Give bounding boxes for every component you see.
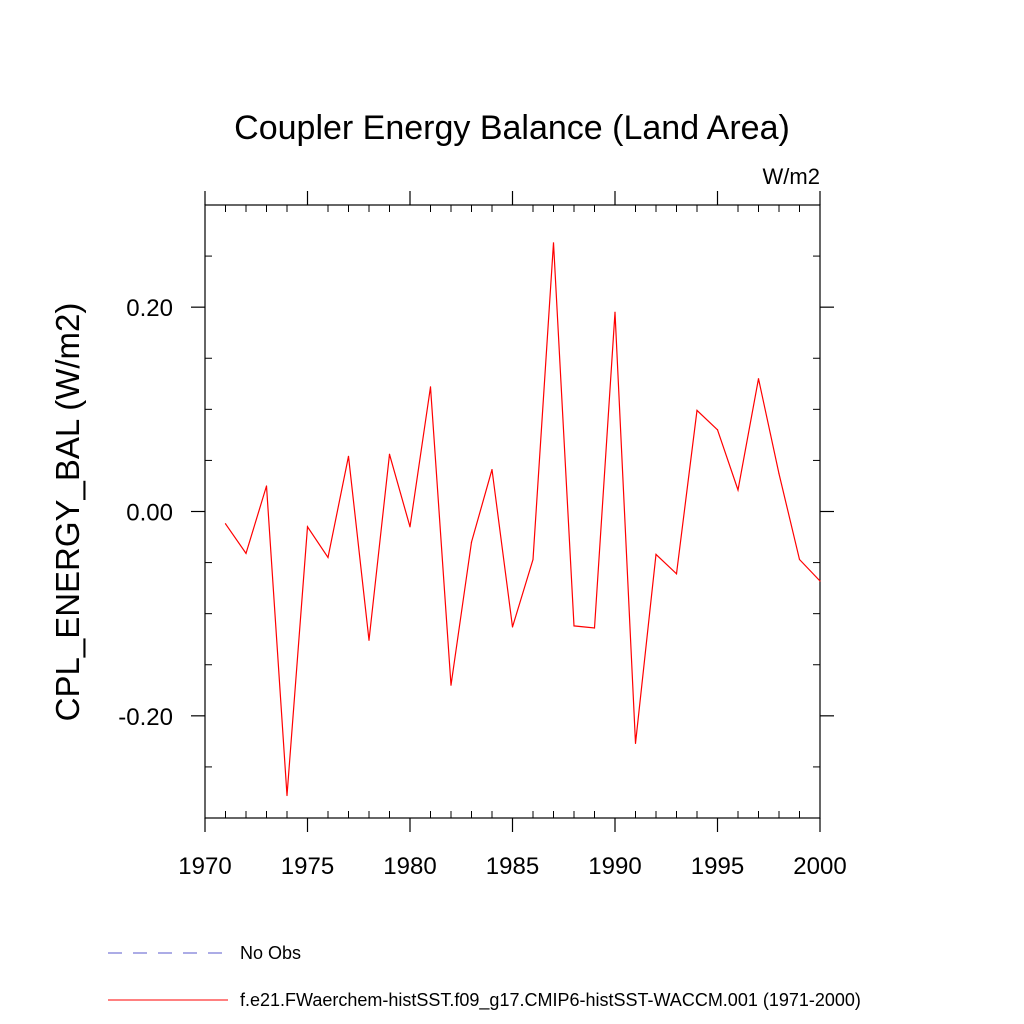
data-point	[368, 639, 370, 641]
series-line	[225, 242, 821, 796]
data-point	[737, 489, 739, 491]
y-tick-label: 0.20	[126, 295, 173, 322]
data-point	[655, 553, 657, 556]
data-point	[675, 573, 678, 575]
data-point	[347, 455, 350, 457]
data-point	[696, 409, 698, 411]
data-point	[409, 526, 411, 528]
y-tick-label: -0.20	[118, 704, 173, 731]
legend-label: No Obs	[240, 943, 301, 963]
data-point	[491, 469, 493, 471]
data-point	[429, 386, 432, 388]
data-point	[757, 378, 760, 380]
data-point	[224, 523, 227, 525]
data-point	[614, 311, 616, 313]
legend-label: f.e21.FWaerchem-histSST.f09_g17.CMIP6-hi…	[240, 990, 861, 1011]
chart-title: Coupler Energy Balance (Land Area)	[234, 109, 790, 147]
y-tick-label: 0.00	[126, 500, 173, 527]
axes: 1970 1975 1980 1985 1990 1995 2000 -0.20 0.00 0.2…	[118, 191, 847, 880]
x-tick-label: 1975	[281, 853, 334, 880]
data-point	[245, 552, 247, 554]
y-axis-label: CPL_ENERGY_BAL (W/m2)	[49, 303, 86, 722]
data-point	[593, 627, 596, 629]
data-point	[716, 429, 719, 431]
data-point	[511, 626, 514, 628]
data-point	[798, 558, 801, 561]
data-point	[634, 742, 637, 745]
data-point	[470, 541, 473, 543]
x-tick-label: 1990	[588, 853, 641, 880]
data-point	[450, 684, 452, 686]
data-point	[819, 580, 821, 582]
data-point	[778, 473, 780, 475]
data-point	[306, 526, 309, 528]
x-tick-label: 1980	[383, 853, 436, 880]
data-point	[388, 453, 391, 455]
units-label: W/m2	[763, 164, 820, 189]
data-point	[327, 556, 329, 559]
x-tick-label: 2000	[793, 853, 846, 880]
x-tick-label: 1985	[486, 853, 539, 880]
series-layer	[224, 242, 821, 797]
data-point	[532, 558, 534, 561]
data-point	[265, 485, 268, 487]
legend: No Obs f.e21.FWaerchem-histSST.f09_g17.CM…	[108, 943, 861, 1011]
data-point	[552, 242, 555, 244]
data-point	[573, 625, 575, 627]
plot-frame	[204, 204, 821, 819]
x-tick-label: 1970	[178, 853, 231, 880]
x-tick-label: 1995	[691, 853, 744, 880]
data-point	[286, 794, 288, 797]
